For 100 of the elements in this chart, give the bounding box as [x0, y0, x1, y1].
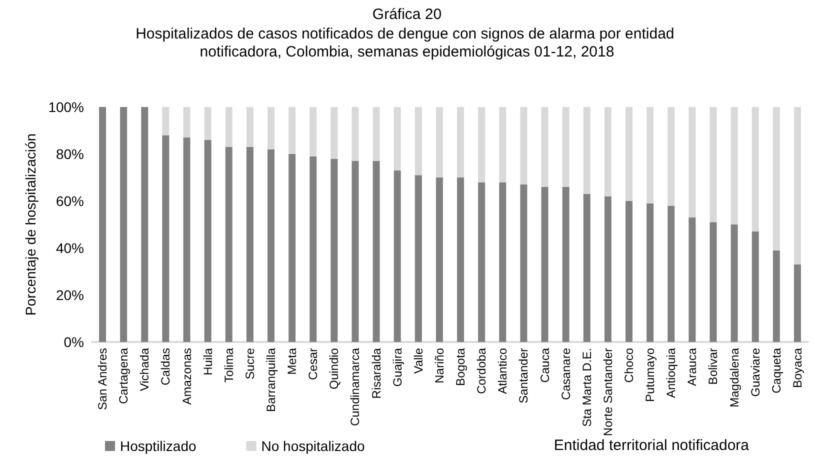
bar [162, 135, 170, 342]
bar [562, 186, 570, 342]
bar [794, 107, 801, 264]
x-tick-label: Boyaca [790, 348, 804, 388]
bar [499, 182, 506, 342]
bar [457, 107, 464, 178]
x-tick-label: Magdalena [727, 348, 742, 408]
bar [688, 107, 696, 218]
bar [730, 107, 738, 224]
x-tick-label: Cundinamarca [348, 348, 362, 426]
x-tick-label: Atlantico [496, 348, 510, 394]
chart-title: Gráfica 20 [372, 6, 442, 23]
bar [646, 203, 654, 342]
x-tick-label: Guajira [390, 348, 404, 387]
bar [668, 206, 675, 342]
bar [394, 107, 401, 170]
x-tick-label: Sta Marta D.E. [580, 348, 594, 427]
x-tick-label: Caldas [158, 348, 173, 386]
bar [772, 107, 780, 250]
bar [457, 178, 464, 342]
bar [288, 154, 296, 342]
y-tick-label: 40% [56, 240, 84, 256]
x-tick-label: Cordoba [474, 348, 489, 394]
x-tick-label: Tolima [222, 348, 236, 383]
x-tick-label: Choco [622, 348, 636, 383]
x-tick-label: Antioquia [664, 348, 678, 398]
bar [604, 107, 612, 196]
bar [225, 107, 232, 147]
bar [752, 107, 759, 232]
chart-subtitle: Hospitalizados de casos notificados de dengue con signos de alarma por entidad notificadora, Colombia, semanas epidemiológicas 01-12, 2018 [136, 26, 678, 60]
x-tick-label: Arauca [685, 348, 700, 386]
legend-label: No hospitalizado [261, 438, 365, 454]
bar [372, 107, 380, 162]
x-tick-label: Barranquilla [264, 348, 278, 412]
x-tick-label: Huila [200, 348, 215, 376]
x-tick-label: Cauca [538, 348, 552, 383]
bar [183, 107, 190, 138]
bar [288, 107, 296, 154]
bar [141, 107, 148, 342]
bar [204, 107, 212, 140]
bar [183, 138, 190, 342]
bar [730, 224, 738, 342]
bar [710, 107, 717, 222]
bar [436, 107, 443, 178]
bar [688, 217, 696, 342]
x-tick-label: Putumayo [643, 348, 658, 402]
bar [541, 186, 548, 342]
x-tick-label: Guaviare [748, 348, 762, 397]
x-tick-label: Quindio [327, 348, 342, 390]
legend-label: Hosptilizado [120, 438, 196, 454]
bar [246, 146, 254, 342]
x-tick-label: Vichada [138, 348, 152, 392]
bar [352, 161, 359, 342]
bar [520, 107, 528, 185]
y-tick-label: 80% [56, 146, 84, 162]
y-tick-label: 100% [48, 99, 84, 115]
y-tick-label: 60% [56, 193, 84, 209]
x-tick-label: Amazonas [180, 348, 194, 405]
bar [499, 107, 506, 182]
bar [436, 178, 443, 342]
bar [414, 107, 422, 176]
x-tick-label: Valle [411, 348, 426, 374]
bar [478, 182, 486, 342]
bar [162, 107, 170, 136]
bar [330, 158, 338, 342]
x-tick-label: Santander [516, 348, 531, 404]
bar [120, 107, 128, 342]
bar [752, 232, 759, 342]
bar [710, 222, 717, 342]
bar [772, 250, 780, 342]
bar [352, 107, 359, 162]
bar [394, 170, 401, 342]
x-tick-label: Risaralda [369, 348, 384, 399]
bar [626, 107, 632, 201]
bar [246, 107, 254, 147]
bar [330, 107, 338, 159]
x-tick-label: Caqueta [769, 348, 784, 394]
bar [604, 196, 612, 342]
x-tick-label: Bogota [454, 348, 468, 386]
bar [268, 107, 274, 150]
y-tick-label: 20% [56, 287, 84, 303]
bar [478, 107, 486, 182]
x-tick-label: Nariño [432, 348, 446, 384]
bar [583, 107, 590, 194]
x-tick-label: Sucre [242, 348, 257, 380]
bar [268, 149, 274, 342]
bar [310, 107, 317, 156]
bar [794, 264, 801, 342]
x-axis-title: Entidad territorial notificadora [554, 437, 750, 454]
bar [520, 184, 528, 342]
x-tick-label: Meta [285, 348, 300, 375]
bar [204, 140, 212, 342]
x-tick-label: Norte Santander [600, 348, 615, 436]
x-tick-label: San Andres [96, 348, 110, 410]
bar [372, 161, 380, 342]
y-tick-label: 0% [64, 334, 84, 350]
x-tick-label: Cesar [306, 348, 320, 380]
x-tick-label: Bolivar [706, 348, 720, 385]
y-axis-title: Porcentaje de hospitalización [22, 133, 38, 316]
bar [541, 107, 548, 187]
